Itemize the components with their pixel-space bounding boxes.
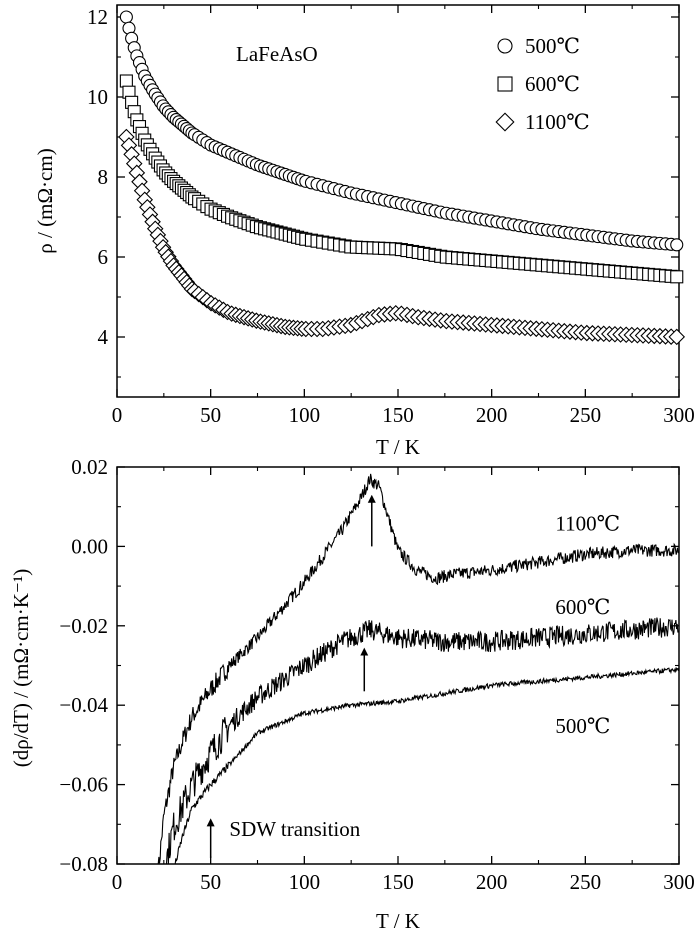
- resistivity-x-tick-label: 300: [663, 403, 695, 427]
- series-line-600℃: [163, 617, 680, 865]
- legend-label: 1100℃: [525, 110, 590, 134]
- derivative-x-tick-label: 300: [663, 870, 695, 894]
- resistivity-y-tick-label: 10: [87, 85, 108, 109]
- derivative-arrows: [206, 494, 376, 859]
- legend-circle-icon: [497, 38, 513, 54]
- resistivity-y-tick-label: 12: [87, 5, 108, 29]
- legend-label: 600℃: [525, 72, 580, 96]
- derivative-y-tick-label: 0.02: [71, 455, 108, 479]
- curve-annotation: SDW transition: [229, 817, 360, 841]
- derivative-x-tick-label: 100: [289, 870, 321, 894]
- derivative-y-tick-label: −0.04: [59, 693, 108, 717]
- resistivity-y-tick-label: 8: [98, 165, 109, 189]
- resistivity-axis-ticks: 0 50 100 150 200 250 300 4 6 8 10 12: [87, 5, 695, 427]
- derivative-y-tick-label: 0.00: [71, 534, 108, 558]
- resistivity-x-tick-label: 200: [476, 403, 508, 427]
- derivative-curves: [157, 473, 680, 865]
- derivative-y-tick-label: −0.02: [59, 614, 108, 638]
- resistivity-x-tick-label: 250: [570, 403, 602, 427]
- series-line-1100℃: [157, 473, 680, 865]
- square-data-point: [670, 270, 684, 284]
- derivative-x-axis-label: T / K: [376, 909, 420, 933]
- derivative-y-tick-label: −0.08: [59, 852, 108, 876]
- resistivity-x-tick-label: 150: [382, 403, 414, 427]
- derivative-y-axis-label: (dρ/dT) / (mΩ·cm·K⁻¹): [9, 569, 33, 768]
- derivative-x-tick-label: 250: [570, 870, 602, 894]
- circle-data-point: [670, 238, 684, 252]
- series-500℃: [119, 10, 684, 252]
- curve-annotation: 1100℃: [555, 512, 620, 536]
- curve-annotation: 500℃: [555, 714, 610, 738]
- curve-annotation: 600℃: [555, 595, 610, 619]
- resistivity-y-tick-label: 6: [98, 245, 109, 269]
- legend-label: 500℃: [525, 34, 580, 58]
- derivative-panel: 0 50 100 150 200 250 300 −0.08 −0.06 −0.04 −0.02 0.…: [9, 455, 695, 933]
- derivative-y-tick-label: −0.06: [59, 773, 108, 797]
- derivative-x-tick-label: 150: [382, 870, 414, 894]
- derivative-x-tick-label: 200: [476, 870, 508, 894]
- resistivity-x-axis-label: T / K: [376, 435, 420, 459]
- sample-label: LaFeAsO: [236, 42, 318, 66]
- resistivity-x-tick-label: 50: [200, 403, 221, 427]
- series-600℃: [119, 74, 684, 284]
- series-line-500℃: [173, 667, 680, 865]
- resistivity-x-tick-label: 0: [112, 403, 123, 427]
- resistivity-y-tick-label: 4: [98, 325, 109, 349]
- legend-square-icon: [497, 76, 513, 92]
- derivative-axis-ticks: 0 50 100 150 200 250 300 −0.08 −0.06 −0.04 −0.02 0.…: [59, 455, 694, 894]
- circle-data-point: [119, 10, 133, 24]
- resistivity-y-axis-label: ρ / (mΩ·cm): [33, 148, 57, 253]
- derivative-x-tick-label: 50: [200, 870, 221, 894]
- resistivity-legend: 500℃ 600℃ 1100℃: [495, 34, 590, 134]
- square-data-point: [119, 74, 133, 88]
- series-1100℃: [118, 128, 686, 346]
- derivative-x-tick-label: 0: [112, 870, 123, 894]
- diamond-data-point: [668, 328, 686, 346]
- resistivity-data-markers: [118, 10, 686, 346]
- derivative-annotations: 1100℃ 600℃ 500℃ SDW transition: [229, 512, 620, 842]
- resistivity-x-tick-label: 100: [289, 403, 321, 427]
- legend-diamond-icon: [495, 112, 515, 132]
